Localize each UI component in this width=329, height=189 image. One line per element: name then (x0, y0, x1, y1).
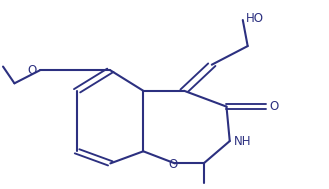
Text: O: O (27, 64, 37, 77)
Text: HO: HO (246, 12, 264, 25)
Text: NH: NH (234, 136, 251, 149)
Text: O: O (269, 100, 279, 113)
Text: O: O (169, 158, 178, 171)
